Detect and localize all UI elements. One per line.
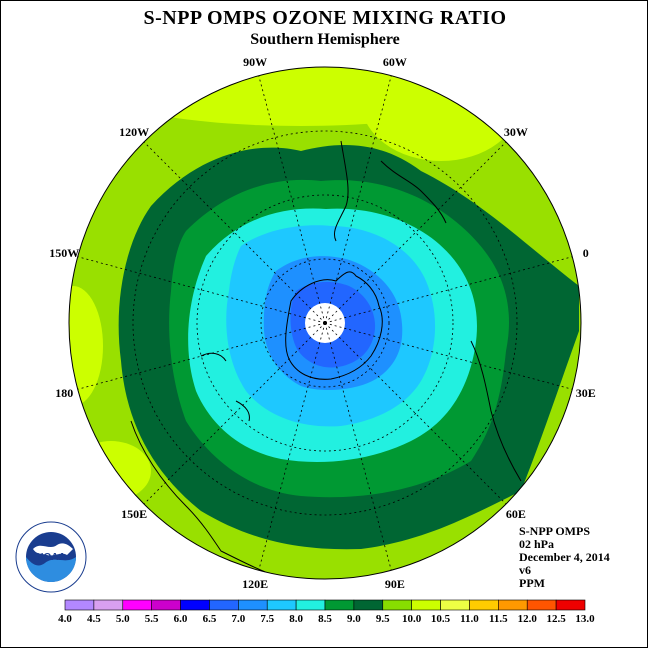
colorbar-swatches xyxy=(64,599,586,611)
colorbar-swatch xyxy=(353,599,384,611)
noaa-logo: NOAA xyxy=(15,521,87,593)
map-border xyxy=(68,66,582,580)
colorbar-label: 5.0 xyxy=(116,613,130,625)
colorbar-label: 6.0 xyxy=(174,613,188,625)
continent-outline-africa xyxy=(470,340,522,482)
colorbar-swatch xyxy=(238,599,268,611)
longitude-label: 30E xyxy=(576,386,596,400)
continent-outline-south-america xyxy=(333,140,447,242)
longitude-label: 0 xyxy=(583,246,589,260)
longitude-label: 120E xyxy=(242,577,268,591)
colorbar-label: 12.0 xyxy=(518,613,538,625)
info-instrument: S-NPP OMPS xyxy=(519,524,590,538)
info-units: PPM xyxy=(519,576,545,590)
colorbar-label: 9.0 xyxy=(347,613,361,625)
longitude-label: 90W xyxy=(243,55,267,69)
longitude-label: 150E xyxy=(121,507,147,521)
colorbar-label: 4.5 xyxy=(87,613,101,625)
colorbar-label: 5.5 xyxy=(145,613,159,625)
latitude-circle xyxy=(196,194,454,452)
longitude-label: 60E xyxy=(506,507,526,521)
continent-outline-australia xyxy=(130,420,277,577)
colorbar-swatch xyxy=(122,599,152,611)
continent-outline-new-zealand xyxy=(200,352,250,422)
longitude-label: 90E xyxy=(385,577,405,591)
colorbar-label: 13.0 xyxy=(575,613,595,625)
latitude-circle xyxy=(260,258,390,388)
colorbar-label: 6.5 xyxy=(203,613,217,625)
colorbar-label: 8.5 xyxy=(318,613,332,625)
colorbar-swatch xyxy=(295,599,326,611)
colorbar-swatch xyxy=(469,599,499,611)
colorbar-swatch xyxy=(526,599,557,611)
colorbar-swatch xyxy=(180,599,210,611)
colorbar-label: 11.5 xyxy=(489,613,508,625)
lime-patch-southwest xyxy=(71,441,151,501)
longitude-label: 30W xyxy=(504,125,528,139)
longitude-label: 180 xyxy=(55,386,73,400)
colorbar-swatch xyxy=(411,599,441,611)
colorbar-label: 7.5 xyxy=(260,613,274,625)
longitude-label: 150W xyxy=(49,246,79,260)
colorbar-label: 10.5 xyxy=(431,613,451,625)
colorbar-swatch xyxy=(266,599,297,611)
colorbar-swatch xyxy=(498,599,528,611)
colorbar-swatch xyxy=(324,599,355,611)
latitude-circle xyxy=(132,130,518,516)
colorbar-swatch xyxy=(151,599,181,611)
colorbar-label: 12.5 xyxy=(546,613,566,625)
colorbar-swatch xyxy=(382,599,412,611)
colorbar-swatch xyxy=(555,599,586,611)
info-level: 02 hPa xyxy=(519,537,555,551)
page-subtitle: Southern Hemisphere xyxy=(250,31,400,48)
south-pole-marker xyxy=(323,321,327,325)
colorbar-swatch xyxy=(209,599,239,611)
colorbar-labels: 4.0 4.5 5.0 5.5 6.0 6.5 7.0 7.5 8.0 8.5 9.0 9.5 10.0… xyxy=(58,613,595,625)
continent-outline-antarctica xyxy=(285,271,383,380)
colorbar-swatch xyxy=(440,599,470,611)
page-title: S-NPP OMPS OZONE MIXING RATIO xyxy=(143,7,507,29)
colorbar-swatch xyxy=(93,599,124,611)
longitude-labels: 90W 60W 30W 0 30E 60E 90E 120E 150E 180 150W 120W xyxy=(49,55,596,591)
colorbar-label: 10.0 xyxy=(402,613,422,625)
lime-patch-west xyxy=(69,286,103,406)
colorbar-swatch xyxy=(64,599,95,611)
colorbar-label: 4.0 xyxy=(58,613,72,625)
polar-map: 90W 60W 30W 0 30E 60E 90E 120E 150E 180 150W 120W xyxy=(49,55,596,591)
longitude-label: 120W xyxy=(119,125,149,139)
colorbar-label: 8.0 xyxy=(289,613,303,625)
info-version: v6 xyxy=(519,563,531,577)
longitude-label: 60W xyxy=(383,55,407,69)
colorbar-label: 7.0 xyxy=(231,613,245,625)
colorbar-label: 11.0 xyxy=(460,613,479,625)
info-block: S-NPP OMPS 02 hPa December 4, 2014 v6 PP… xyxy=(519,525,610,590)
colorbar-label: 9.5 xyxy=(376,613,390,625)
logo-wordmark: NOAA xyxy=(36,552,65,563)
info-date: December 4, 2014 xyxy=(519,550,610,564)
graticule xyxy=(77,75,573,571)
